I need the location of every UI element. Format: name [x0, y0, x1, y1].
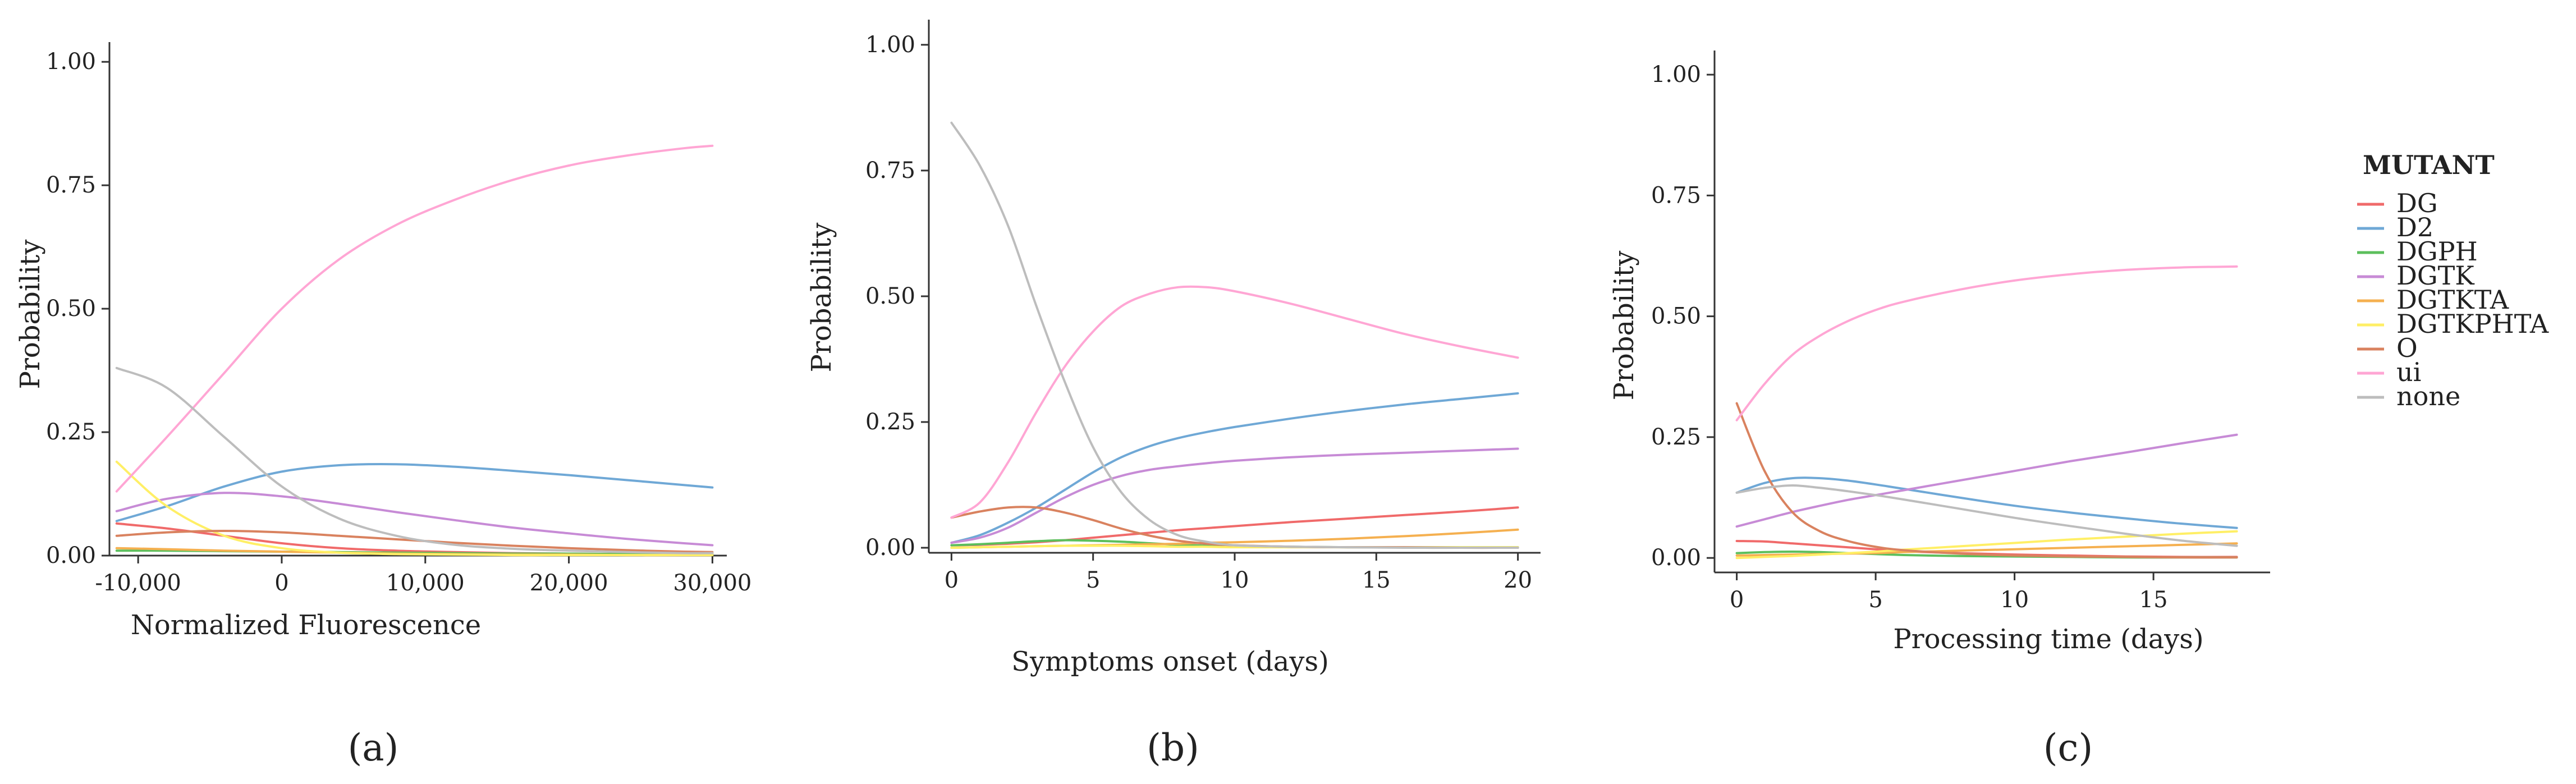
- legend-item-dgtkta: DGTKTA: [2357, 285, 2509, 315]
- series-line-d2-c: [1735, 476, 2238, 529]
- series-line-dgtkphta-a: [115, 460, 714, 557]
- y-tick-label: 0.50: [1651, 304, 1701, 329]
- x-tick-label: 5: [1086, 567, 1100, 593]
- series-line-dgtk-c: [1735, 433, 2238, 528]
- legend-item-d2: D2: [2357, 212, 2433, 242]
- x-axis-label-b: Symptoms onset (days): [1011, 646, 1329, 677]
- x-tick-label: 15: [2139, 587, 2168, 613]
- y-tick-label: 0.75: [46, 172, 96, 198]
- legend-label: ui: [2396, 357, 2421, 387]
- y-axis-label-a: Probability: [15, 240, 46, 389]
- x-tick-label: 0: [945, 567, 959, 593]
- panel-a: 0.00 0.25 0.50 0.75 1.00 -10,000 0 10,000 20,000…: [15, 42, 751, 769]
- y-tick-label: 0.75: [865, 158, 915, 184]
- legend-label: none: [2396, 381, 2460, 411]
- y-tick-label: 0.00: [1651, 545, 1701, 571]
- legend-item-dgph: DGPH: [2357, 236, 2478, 267]
- y-axis-label-c: Probability: [1608, 251, 1640, 401]
- legend-item-none: none: [2357, 381, 2460, 411]
- legend-label: D2: [2396, 212, 2433, 242]
- y-tick-label: 1.00: [46, 49, 96, 75]
- series-line-ui-c: [1735, 265, 2238, 421]
- panel-label-c: (c): [2043, 726, 2093, 769]
- x-tick-label: -10,000: [95, 570, 181, 596]
- x-tick-label: 0: [1730, 587, 1744, 613]
- x-tick-label: 20: [1504, 567, 1532, 593]
- y-tick-label: 0.75: [1651, 182, 1701, 208]
- series-line-dgtk-b: [950, 447, 1519, 544]
- x-tick-label: 0: [274, 570, 288, 596]
- x-tick-label: 10: [1221, 567, 1249, 593]
- y-tick-label: 1.00: [1651, 62, 1701, 88]
- y-tick-label: 0.25: [46, 419, 96, 445]
- legend-item-dgtk: DGTK: [2357, 260, 2475, 291]
- legend-label: DGTK: [2396, 260, 2475, 291]
- legend-label: DGTKPHTA: [2396, 309, 2549, 339]
- y-tick-label: 0.00: [865, 535, 915, 561]
- series-line-ui-a: [115, 144, 714, 493]
- y-tick-label: 0.50: [46, 296, 96, 322]
- legend-item-o: O: [2357, 333, 2418, 363]
- panel-label-a: (a): [348, 726, 399, 769]
- series-line-none-b: [950, 121, 1519, 549]
- y-tick-label: 0.00: [46, 543, 96, 568]
- x-tick-label: 10,000: [386, 570, 465, 596]
- series-line-dgtk-a: [115, 492, 714, 547]
- series-line-d2-a: [115, 462, 714, 522]
- y-tick-label: 1.00: [865, 32, 915, 58]
- legend-label: O: [2396, 333, 2418, 363]
- y-axis-label-b: Probability: [806, 223, 837, 373]
- panel-c: 0.00 0.25 0.50 0.75 1.00 0 5 10 15 Processing tim…: [1608, 51, 2270, 769]
- legend-item-ui: ui: [2357, 357, 2421, 387]
- series-line-none-c: [1735, 484, 2238, 547]
- legend-item-dg: DG: [2357, 188, 2438, 218]
- x-tick-label: 5: [1868, 587, 1882, 613]
- legend-label: DG: [2396, 188, 2438, 218]
- legend-label: DGPH: [2396, 236, 2478, 267]
- x-tick-label: 30,000: [673, 570, 751, 596]
- x-axis-label-c: Processing time (days): [1893, 623, 2203, 655]
- series-line-o-c: [1735, 402, 2238, 559]
- legend-title: MUTANT: [2363, 150, 2495, 180]
- legend-label: DGTKTA: [2396, 285, 2509, 315]
- series-line-d2-b: [950, 392, 1519, 544]
- y-tick-label: 0.25: [865, 409, 915, 435]
- y-tick-label: 0.25: [1651, 424, 1701, 450]
- x-tick-label: 15: [1362, 567, 1391, 593]
- series-line-dgtkphta-c: [1735, 530, 2238, 560]
- series-line-ui-b: [950, 285, 1519, 519]
- panel-b: 0.00 0.25 0.50 0.75 1.00 0 5 10 15 20 Symptoms ons…: [806, 20, 1541, 769]
- x-axis-label-a: Normalized Fluorescence: [131, 609, 481, 641]
- x-tick-label: 20,000: [530, 570, 608, 596]
- panel-label-b: (b): [1147, 726, 1199, 769]
- legend-item-dgtkphta: DGTKPHTA: [2357, 309, 2549, 339]
- x-tick-label: 10: [2000, 587, 2029, 613]
- y-tick-label: 0.50: [865, 283, 915, 309]
- series-line-none-a: [115, 366, 714, 554]
